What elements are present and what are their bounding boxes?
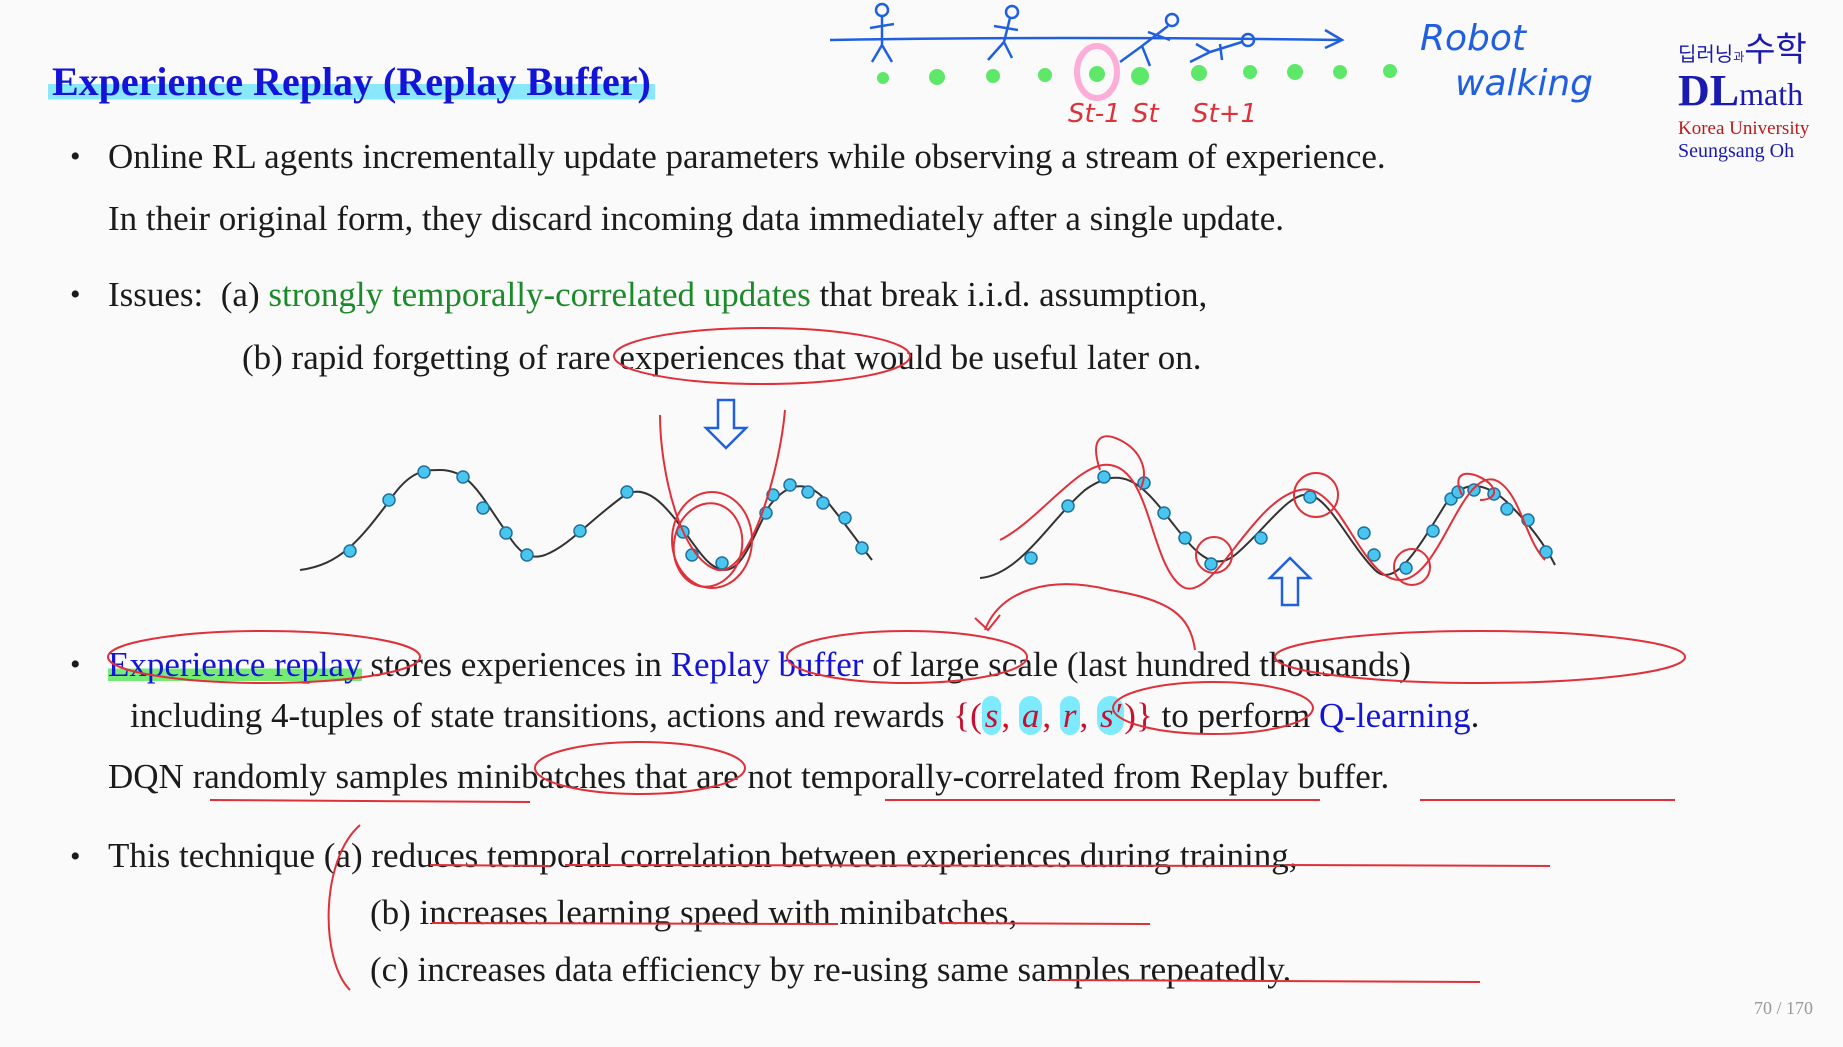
bullet3-line2-mid: to perform (1161, 696, 1311, 735)
state-highlight (1074, 43, 1120, 101)
logo-korean: 딥러닝과수학 (1678, 30, 1807, 70)
experience-replay-term: Experience replay (108, 645, 362, 684)
bullet3-mid: stores experiences in (370, 645, 662, 684)
bullet2-line1: Issues: (a) strongly temporally-correlat… (108, 275, 1207, 315)
bullet3-line2-start: including 4-tuples of state transitions,… (130, 696, 945, 735)
svg-text:walking: walking (1455, 63, 1593, 104)
bullet3-line3: DQN randomly samples minibatches that ar… (108, 757, 1390, 796)
wave-curve-left (299, 468, 873, 571)
slide-title: Experience Replay (Replay Buffer) (48, 58, 655, 105)
bullet3-end: of large scale (last hundred thousands) (872, 645, 1411, 684)
red-annotations-right (999, 435, 1546, 590)
tuple-expression: {(s, a, r, s′)} (953, 696, 1153, 735)
bullet4-line2: (b) increases learning speed with miniba… (370, 893, 1018, 932)
state-dots (877, 64, 1397, 85)
bullet1-line2: In their original form, they discard inc… (108, 199, 1285, 238)
red-annotations-left (659, 409, 786, 589)
page-number: 70 / 170 (1753, 998, 1813, 1018)
bullet4-prefix: This technique (108, 836, 316, 875)
bullet4-line1: This technique (a) reduces temporal corr… (108, 836, 1298, 876)
wave-curve-right (979, 476, 1556, 579)
issue-a-green-text: strongly temporally-correlated updates (268, 275, 811, 314)
replay-buffer-term: Replay buffer (670, 645, 864, 684)
bullet-dot: • (70, 840, 81, 873)
logo-author: Seungsang Oh (1678, 140, 1795, 162)
robot-walking-label: Robot walking (1420, 18, 1593, 104)
bullet1-line1: Online RL agents incrementally update pa… (108, 137, 1386, 176)
issue-a-label: (a) (220, 275, 260, 314)
state-label: St (1132, 99, 1160, 129)
data-points-right (1024, 470, 1553, 575)
state-label: St-1 (1068, 99, 1121, 129)
issue-a-rest: that break i.i.d. assumption, (819, 275, 1208, 314)
svg-text:Robot: Robot (1420, 18, 1528, 59)
issues-label: Issues: (108, 275, 204, 314)
bullet-dot: • (70, 648, 81, 681)
state-labels: St-1 St St+1 (1068, 99, 1257, 129)
robot-walking-sketch (829, 2, 1345, 67)
bullet4-a: (a) reduces temporal correlation between… (323, 836, 1298, 875)
q-learning-term: Q-learning (1318, 696, 1471, 735)
bullet-dot: • (70, 140, 81, 173)
logo-university: Korea University (1678, 118, 1810, 139)
bullet3-line2: including 4-tuples of state transitions,… (130, 696, 1480, 735)
dlmath-logo: 딥러닝과수학 DLmath Korea University Seungsang… (1678, 22, 1838, 163)
data-points-left (343, 465, 869, 570)
bullet4-line3: (c) increases data efficiency by re-usin… (370, 950, 1292, 989)
bullet-dot: • (70, 278, 81, 311)
down-arrow-icon (702, 398, 750, 450)
bullet2-line2: (b) rapid forgetting of rare experiences… (242, 338, 1202, 377)
bullet3-line1: Experience replay stores experiences in … (108, 645, 1411, 685)
up-arrow-icon (1266, 556, 1314, 607)
logo-dlmath: DLmath (1678, 66, 1804, 115)
state-label: St+1 (1192, 99, 1257, 129)
